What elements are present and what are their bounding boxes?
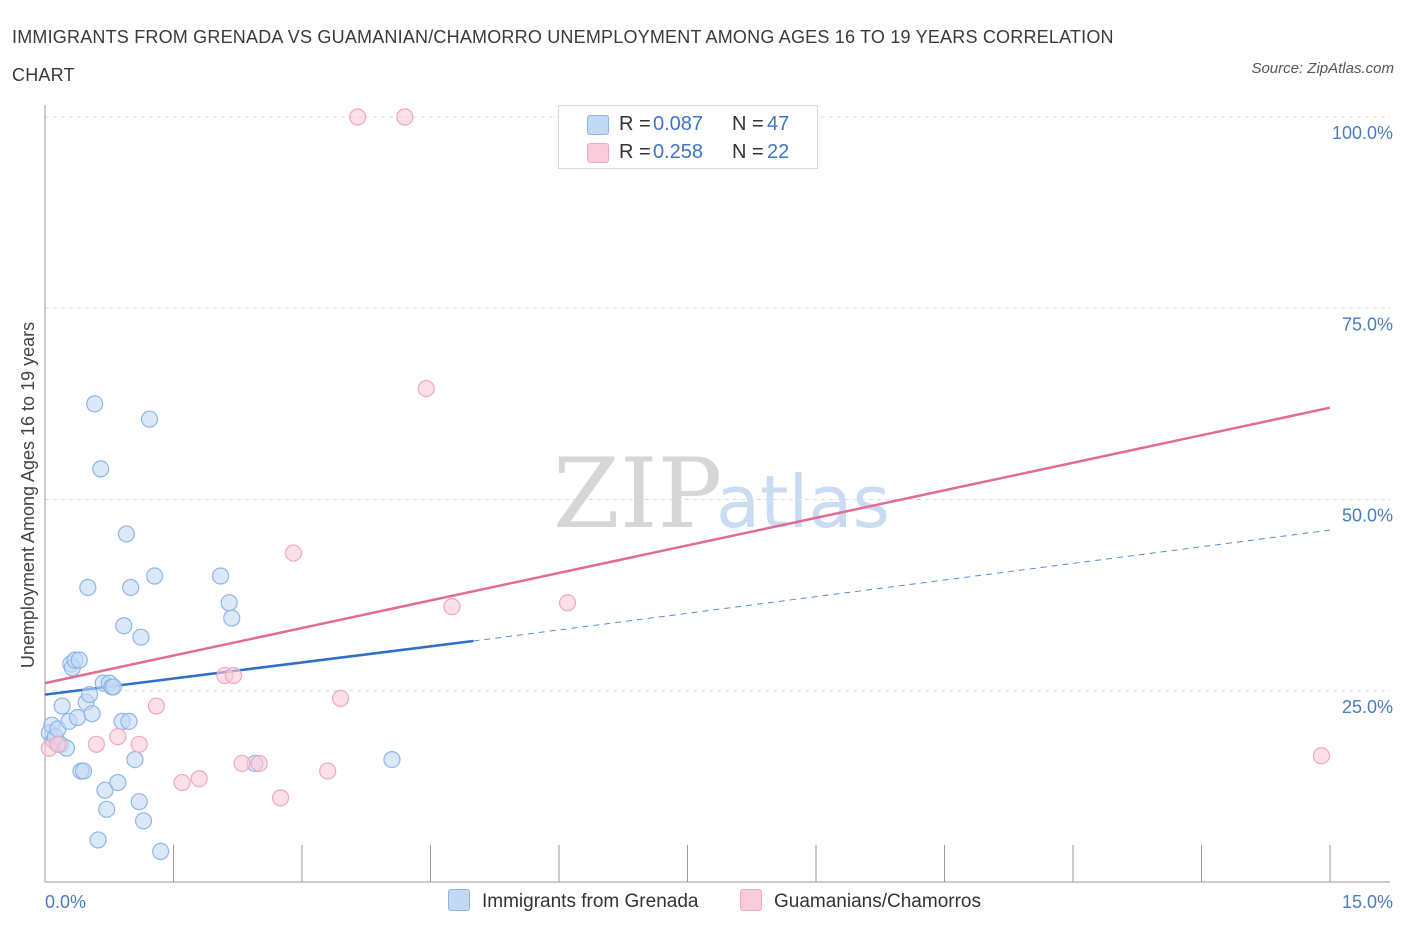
point-grenada xyxy=(70,651,88,669)
point-grenada xyxy=(117,525,135,543)
point-grenada xyxy=(86,395,104,413)
stats-legend: R = 0.087 N = 47 R = 0.258 N = 22 xyxy=(558,105,818,169)
point-chamorro xyxy=(87,735,106,753)
point-grenada xyxy=(223,609,241,627)
point-chamorro xyxy=(233,754,251,773)
point-chamorro xyxy=(130,735,148,753)
point-grenada xyxy=(132,628,150,646)
point-grenada xyxy=(92,460,110,478)
r-label: R = xyxy=(619,141,651,163)
point-chamorro xyxy=(109,728,127,746)
point-chamorro xyxy=(443,597,461,616)
r-value: 0.258 xyxy=(653,141,704,163)
chart-source: Source: ZipAtlas.com xyxy=(1251,60,1394,77)
point-grenada xyxy=(383,750,401,769)
y-axis-label: Unemployment Among Ages 16 to 19 years xyxy=(18,322,38,668)
point-grenada xyxy=(80,685,99,704)
point-grenada xyxy=(212,567,230,585)
trend-line-grenada-extension xyxy=(473,529,1331,642)
watermark-atlas: atlas xyxy=(716,460,890,544)
point-grenada xyxy=(74,762,93,780)
y-tick-label: 100.0% xyxy=(1332,123,1393,143)
point-grenada xyxy=(220,594,238,612)
point-grenada xyxy=(68,708,87,727)
point-grenada xyxy=(152,842,170,861)
point-chamorro xyxy=(271,789,290,807)
legend-label-chamorro: Guamanians/Chamorros xyxy=(774,891,981,912)
legend-swatch-grenada xyxy=(448,889,470,911)
point-grenada xyxy=(79,578,97,597)
point-chamorro xyxy=(173,773,191,792)
point-grenada xyxy=(96,781,114,799)
point-grenada xyxy=(109,773,127,792)
point-chamorro xyxy=(190,770,208,788)
point-grenada xyxy=(98,800,116,818)
data-points xyxy=(40,108,1331,861)
legend-item-chamorro[interactable]: Guamanians/Chamorros xyxy=(740,888,981,916)
point-grenada xyxy=(130,793,148,811)
point-grenada xyxy=(120,712,138,730)
point-chamorro xyxy=(331,689,350,708)
point-chamorro xyxy=(319,762,337,780)
grenada-swatch xyxy=(587,115,609,135)
point-grenada xyxy=(89,831,107,849)
point-grenada xyxy=(146,567,164,585)
y-tick-label: 75.0% xyxy=(1342,314,1393,334)
point-chamorro xyxy=(49,735,67,753)
watermark: ZIP atlas xyxy=(553,438,890,550)
n-value: 47 xyxy=(767,113,790,135)
n-label: N = xyxy=(732,113,764,135)
point-grenada xyxy=(140,410,159,428)
point-grenada xyxy=(83,705,101,723)
r-label: R = xyxy=(619,113,651,135)
x-tick-label: 0.0% xyxy=(45,892,86,912)
grid-lines xyxy=(45,116,1390,692)
r-value: 0.087 xyxy=(653,113,704,135)
y-tick-label: 50.0% xyxy=(1342,506,1393,526)
n-label: N = xyxy=(732,141,764,163)
legend-label-grenada: Immigrants from Grenada xyxy=(482,891,699,912)
n-value: 22 xyxy=(767,141,790,163)
watermark-zip: ZIP xyxy=(553,438,722,550)
tick-labels: 100.0% 75.0% 50.0% 25.0% 0.0% 15.0% xyxy=(45,123,1393,912)
x-tick-label: 15.0% xyxy=(1342,892,1393,912)
point-chamorro xyxy=(396,108,414,126)
point-grenada xyxy=(104,678,123,696)
point-chamorro xyxy=(250,754,268,773)
point-grenada xyxy=(134,812,153,830)
chamorro-swatch xyxy=(587,143,609,163)
point-chamorro xyxy=(1312,747,1331,765)
point-chamorro xyxy=(284,544,303,562)
point-chamorro xyxy=(417,379,435,398)
point-grenada xyxy=(115,617,133,635)
point-grenada xyxy=(122,578,140,597)
point-grenada xyxy=(126,750,144,769)
legend-item-grenada[interactable]: Immigrants from Grenada xyxy=(448,888,698,916)
point-chamorro xyxy=(224,666,243,685)
point-grenada xyxy=(53,697,71,715)
legend-swatch-chamorro xyxy=(740,889,762,911)
point-chamorro xyxy=(558,594,577,612)
chart-title: IMMIGRANTS FROM GRENADA VS GUAMANIAN/CHA… xyxy=(12,27,1114,85)
point-chamorro xyxy=(349,108,367,126)
y-tick-label: 25.0% xyxy=(1342,697,1393,717)
point-chamorro xyxy=(147,697,165,715)
trend-line-chamorro xyxy=(44,406,1331,685)
